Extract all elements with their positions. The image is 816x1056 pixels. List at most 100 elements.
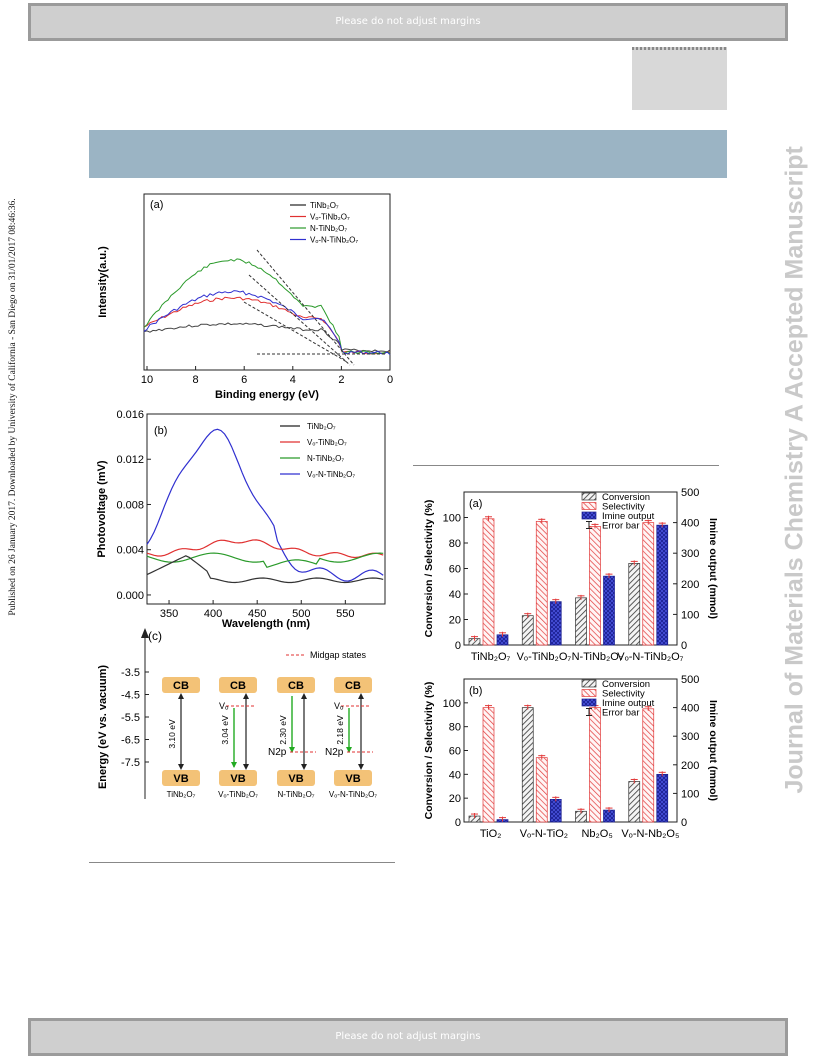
cb-box (162, 677, 200, 693)
bar-y2-tick: 100 (681, 788, 699, 800)
bar-category-label: N-TiNb₂O₇ (572, 651, 623, 663)
bar-y-tick: 20 (449, 793, 461, 805)
bar-imine-output (603, 575, 615, 646)
bar-selectivity (589, 526, 601, 646)
cb-label: CB (288, 680, 304, 692)
xps-legend-entry: N-TiNb₂O₇ (310, 224, 347, 233)
vb-label: VB (230, 773, 245, 785)
cb-box (277, 677, 315, 693)
column-rule-left (89, 862, 395, 863)
spv-x-tick: 550 (336, 608, 354, 620)
xps-legend: TiNb₂O₇ Vₒ-TiNb₂O₇ N-TiNb₂O₇ Vₒ-N-TiNb₂O₇ (290, 201, 358, 245)
band-column: CB VB TiNb₂O₇ 3.10 eV (162, 677, 200, 799)
accepted-manuscript-watermark: Journal of Materials Chemistry A Accepte… (780, 146, 809, 794)
spv-x-tick: 450 (248, 608, 266, 620)
xps-x-tick: 6 (241, 374, 247, 386)
xps-x-tick: 4 (290, 374, 296, 386)
band-gap-label: 3.10 eV (167, 719, 177, 749)
bar-y2-tick: 300 (681, 548, 699, 560)
band-panel-label: (c) (148, 629, 162, 643)
bar-selectivity (589, 707, 601, 823)
bar-legend-swatch (581, 698, 597, 707)
xps-panel-label: (a) (150, 199, 163, 211)
bar-y2-tick: 300 (681, 731, 699, 743)
band-columns: CB VB TiNb₂O₇ 3.10 eV CB VB Vₒ-TiNb₂O₇ 3.04 eV V… (162, 677, 377, 799)
band-material-label: N-TiNb₂O₇ (277, 790, 314, 799)
vb-box (219, 770, 257, 786)
xps-curve-n-tinb (143, 258, 391, 355)
spv-legend-entry: Vₒ-N-TiNb₂O₇ (307, 470, 355, 479)
band-state-label: Vₒ (334, 701, 344, 711)
xps-y-label: Intensity(a.u.) (97, 246, 109, 318)
bar-y2-tick: 200 (681, 579, 699, 591)
bar-category-label: TiO₂ (480, 828, 502, 840)
spv-frame (146, 413, 386, 605)
spv-y-ticks: 0.000 0.004 0.008 0.012 0.016 (116, 409, 151, 602)
spv-y-label: Photovoltage (mV) (96, 460, 108, 558)
band-gap-label: 3.04 eV (220, 715, 230, 745)
band-state-label: Vₒ (219, 701, 229, 711)
bar-y2-tick: 500 (681, 674, 699, 686)
band-y-label: Energy (eV vs. vacuum) (97, 665, 109, 789)
band-state-label: N2p (325, 747, 344, 758)
vb-box (162, 770, 200, 786)
xps-legend-entry: Vₒ-N-TiNb₂O₇ (310, 236, 358, 245)
bar-legend-entry: Selectivity (602, 689, 645, 700)
spv-x-tick: 400 (204, 608, 222, 620)
bar-y-tick: 60 (449, 564, 461, 576)
xps-x-label: Binding energy (eV) (215, 389, 319, 401)
xps-curve-vo-n-tinb (143, 290, 391, 355)
xps-tangent (243, 301, 348, 363)
spv-curve-n-tinb (146, 552, 384, 569)
bar-panel-label: (a) (469, 498, 482, 510)
bar-selectivity (482, 707, 495, 823)
xps-tangent (248, 274, 351, 366)
bar-legend-swatch (581, 502, 597, 510)
bar-legend-swatch (581, 492, 597, 501)
bar-legend-swatch (581, 511, 597, 520)
bar-y-tick: 80 (449, 538, 461, 550)
cb-label: CB (230, 680, 246, 692)
spv-panel-label: (b) (154, 425, 167, 437)
bar-y2-tick: 400 (681, 703, 699, 715)
spv-panel: (b) TiNb₂O₇ Vₒ-TiNb₂O₇ N-TiNb₂O₇ Vₒ-N-TiNb₂… (96, 409, 386, 630)
band-column: CB VB N-TiNb₂O₇ 2.30 eV N2p (268, 677, 316, 799)
spv-y-tick: 0.012 (116, 454, 144, 466)
cb-box (219, 677, 257, 693)
band-column: CB VB Vₒ-TiNb₂O₇ 3.04 eV Vₒ (218, 677, 258, 799)
bar-y-tick: 0 (455, 640, 461, 652)
bar-selectivity (642, 708, 655, 823)
bar-legend-entry: Conversion (602, 492, 650, 503)
header-gray-box (632, 50, 727, 110)
spv-y-tick: 0.016 (116, 409, 144, 421)
band-y-ticks: -3.5 -4.5 -5.5 -6.5 -7.5 (121, 667, 149, 769)
vb-box (277, 770, 315, 786)
bar-y-tick: 40 (449, 589, 461, 601)
bar-legend-entry: Conversion (602, 679, 650, 690)
bar-y2-tick: 400 (681, 518, 699, 530)
bar-legend-entry: Error bar (602, 521, 639, 532)
xps-tangent (256, 249, 355, 366)
band-material-label: TiNb₂O₇ (167, 790, 196, 799)
vb-label: VB (345, 773, 360, 785)
band-material-label: Vₒ-TiNb₂O₇ (218, 790, 258, 799)
bar-conversion (575, 597, 587, 646)
bar-legend-entry: Selectivity (602, 502, 645, 513)
cb-label: CB (173, 680, 189, 692)
xps-x-tick: 10 (141, 374, 153, 386)
bar-selectivity (482, 518, 495, 646)
bar-y2-tick: 200 (681, 760, 699, 772)
bar-y2-tick: 100 (681, 609, 699, 621)
bar-y-label: Conversion / Selectivity (%) (423, 500, 435, 638)
spv-y-tick: 0.000 (116, 590, 144, 602)
bar-conversion (628, 781, 641, 823)
band-gap-label: 2.30 eV (278, 715, 288, 745)
xps-curves (143, 249, 391, 366)
bar-category-label: Vₒ-N-Nb₂O₅ (621, 828, 679, 840)
activity-chart-a: (a) 0 20 40 60 80 100 0 100 200 300 400 500 Conversio… (423, 487, 719, 663)
bar-legend-entry: Error bar (602, 708, 639, 719)
cb-label: CB (345, 680, 361, 692)
bar-panel-label: (b) (469, 685, 482, 697)
bar-selectivity (642, 522, 655, 646)
bar-category-label: Vₒ-N-TiO₂ (520, 828, 568, 840)
